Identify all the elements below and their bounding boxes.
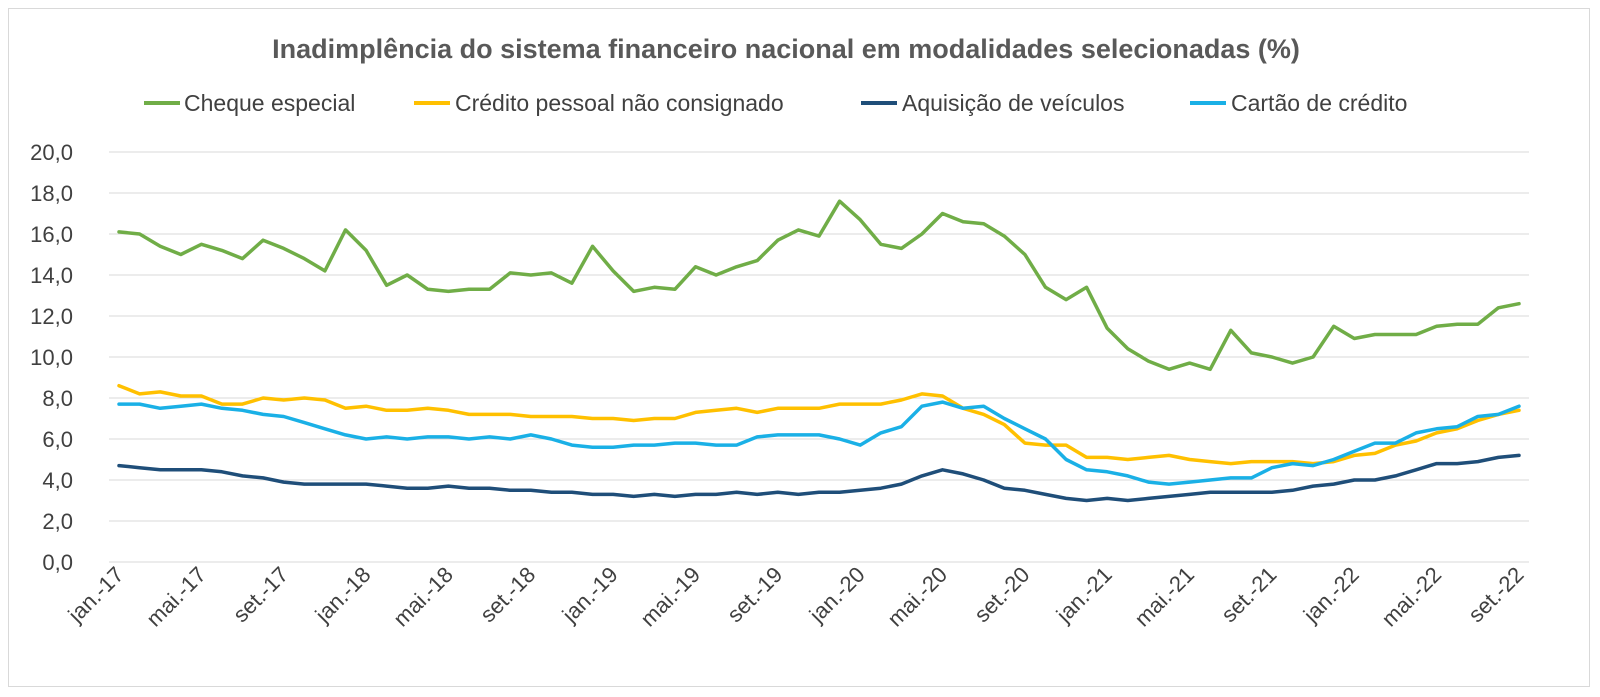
x-tick-label: set.-18 [475,562,540,627]
x-tick-label: mai.-19 [635,562,705,632]
x-tick-label: mai.-17 [141,562,211,632]
x-tick-label: jan.-21 [1051,562,1117,628]
legend-label-aquisicao-veiculos: Aquisição de veículos [902,90,1124,116]
y-tick-label: 16,0 [30,222,73,247]
y-tick-label: 20,0 [30,140,73,165]
x-tick-label: set.-21 [1216,562,1281,627]
x-tick-label: jan.-18 [310,562,376,628]
chart-title: Inadimplência do sistema financeiro naci… [272,34,1300,64]
x-tick-label: set.-22 [1463,562,1528,627]
x-tick-label: mai.-20 [883,562,953,632]
legend-label-cheque-especial: Cheque especial [184,90,355,116]
y-tick-label: 12,0 [30,304,73,329]
y-tick-label: 6,0 [42,427,73,452]
x-axis: jan.-17 mai.-17 set.-17 jan.-18 mai.-18 set.-… [63,562,1529,632]
y-tick-label: 4,0 [42,468,73,493]
x-tick-label: set.-19 [722,562,787,627]
x-tick-label: set.-17 [228,562,293,627]
series-line-credito-pessoal-nao-consignado [117,383,1521,466]
legend-label-credito-pessoal: Crédito pessoal não consignado [455,90,784,116]
y-tick-label: 8,0 [42,386,73,411]
x-tick-label: jan.-19 [557,562,623,628]
series-line-cartao-de-credito [117,400,1521,486]
gridlines [109,151,1529,563]
legend-label-cartao-credito: Cartão de crédito [1231,90,1407,116]
legend-item-aquisicao-veiculos: Aquisição de veículos [861,90,1124,116]
y-tick-label: 10,0 [30,345,73,370]
x-tick-label: mai.-22 [1377,562,1447,632]
x-tick-label: jan.-20 [804,562,870,628]
x-tick-label: mai.-21 [1130,562,1200,632]
y-tick-label: 18,0 [30,181,73,206]
series-line-aquisicao-de-veiculos [117,453,1521,503]
y-axis: 0,0 2,0 4,0 6,0 8,0 10,0 12,0 14,0 16,0 18,0 20,0 [30,140,73,575]
x-tick-label: mai.-18 [388,562,458,632]
x-tick-label: set.-20 [969,562,1034,627]
chart-frame: Inadimplência do sistema financeiro naci… [8,8,1590,687]
y-tick-label: 2,0 [42,509,73,534]
line-chart: Inadimplência do sistema financeiro naci… [30,34,1529,632]
chart-legend: Cheque especial Crédito pessoal não cons… [144,90,1407,116]
legend-item-cartao-credito: Cartão de crédito [1190,90,1407,116]
legend-item-credito-pessoal: Crédito pessoal não consignado [414,90,784,116]
y-tick-label: 0,0 [42,550,73,575]
x-tick-label: jan.-22 [1298,562,1364,628]
y-tick-label: 14,0 [30,263,73,288]
series-line-cheque-especial [117,199,1521,372]
legend-item-cheque-especial: Cheque especial [144,90,355,116]
series-lines [117,199,1521,503]
